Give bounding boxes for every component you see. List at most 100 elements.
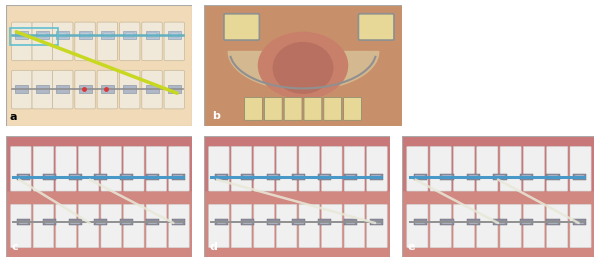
FancyBboxPatch shape bbox=[169, 146, 189, 191]
FancyBboxPatch shape bbox=[11, 70, 32, 109]
Bar bbox=[96, 176, 106, 179]
Bar bbox=[268, 221, 278, 224]
Bar bbox=[17, 33, 26, 37]
Bar bbox=[38, 33, 47, 37]
Bar bbox=[266, 174, 280, 180]
FancyBboxPatch shape bbox=[79, 204, 99, 248]
FancyBboxPatch shape bbox=[231, 204, 251, 248]
Text: a: a bbox=[10, 112, 17, 122]
FancyBboxPatch shape bbox=[322, 204, 342, 248]
Bar bbox=[146, 85, 158, 93]
Bar bbox=[172, 174, 185, 180]
Bar bbox=[442, 176, 452, 179]
Bar bbox=[120, 219, 133, 225]
FancyBboxPatch shape bbox=[454, 146, 475, 191]
FancyBboxPatch shape bbox=[523, 146, 544, 191]
Bar bbox=[6, 136, 192, 190]
Bar bbox=[19, 221, 28, 224]
FancyBboxPatch shape bbox=[56, 146, 76, 191]
Ellipse shape bbox=[274, 43, 332, 93]
FancyBboxPatch shape bbox=[299, 204, 319, 248]
Bar bbox=[16, 31, 28, 39]
Text: e: e bbox=[408, 242, 415, 252]
Bar bbox=[17, 174, 30, 180]
FancyBboxPatch shape bbox=[53, 22, 73, 61]
FancyBboxPatch shape bbox=[164, 22, 185, 61]
FancyBboxPatch shape bbox=[254, 204, 274, 248]
FancyBboxPatch shape bbox=[32, 70, 53, 109]
Bar bbox=[79, 31, 92, 39]
Bar bbox=[292, 174, 305, 180]
FancyBboxPatch shape bbox=[11, 204, 31, 248]
FancyBboxPatch shape bbox=[277, 146, 297, 191]
Text: d: d bbox=[209, 242, 217, 252]
FancyBboxPatch shape bbox=[124, 146, 144, 191]
Bar bbox=[172, 219, 185, 225]
FancyBboxPatch shape bbox=[277, 204, 297, 248]
FancyBboxPatch shape bbox=[322, 146, 342, 191]
Bar bbox=[94, 174, 107, 180]
Bar bbox=[548, 176, 558, 179]
Bar bbox=[344, 219, 357, 225]
FancyBboxPatch shape bbox=[146, 204, 167, 248]
Bar bbox=[80, 33, 90, 37]
FancyBboxPatch shape bbox=[11, 146, 31, 191]
Bar bbox=[217, 221, 226, 224]
Bar bbox=[573, 174, 586, 180]
FancyBboxPatch shape bbox=[231, 146, 251, 191]
Bar bbox=[101, 31, 114, 39]
FancyBboxPatch shape bbox=[547, 204, 568, 248]
FancyBboxPatch shape bbox=[454, 204, 475, 248]
FancyBboxPatch shape bbox=[477, 146, 498, 191]
Bar bbox=[146, 31, 158, 39]
Bar bbox=[217, 176, 226, 179]
FancyBboxPatch shape bbox=[547, 146, 568, 191]
Bar bbox=[521, 176, 531, 179]
Bar bbox=[94, 219, 107, 225]
Bar bbox=[575, 176, 584, 179]
Bar bbox=[45, 176, 54, 179]
Bar bbox=[16, 85, 28, 93]
Bar bbox=[120, 174, 133, 180]
Bar bbox=[168, 31, 181, 39]
Bar bbox=[440, 174, 454, 180]
FancyBboxPatch shape bbox=[344, 97, 361, 120]
Bar bbox=[125, 33, 134, 37]
Bar bbox=[575, 221, 584, 224]
Bar bbox=[469, 176, 478, 179]
Bar bbox=[70, 176, 80, 179]
Bar bbox=[96, 221, 106, 224]
FancyBboxPatch shape bbox=[164, 70, 185, 109]
FancyBboxPatch shape bbox=[358, 14, 394, 40]
Bar bbox=[370, 219, 383, 225]
Bar bbox=[318, 219, 331, 225]
Bar bbox=[68, 174, 82, 180]
Bar bbox=[122, 221, 131, 224]
Bar bbox=[495, 221, 505, 224]
Bar bbox=[493, 219, 506, 225]
Bar bbox=[266, 219, 280, 225]
FancyBboxPatch shape bbox=[124, 204, 144, 248]
Bar bbox=[68, 219, 82, 225]
FancyBboxPatch shape bbox=[101, 204, 121, 248]
FancyBboxPatch shape bbox=[119, 70, 140, 109]
Bar bbox=[56, 85, 69, 93]
FancyBboxPatch shape bbox=[33, 204, 53, 248]
Bar bbox=[415, 176, 425, 179]
FancyBboxPatch shape bbox=[304, 97, 322, 120]
FancyBboxPatch shape bbox=[407, 204, 428, 248]
Bar bbox=[19, 176, 28, 179]
FancyBboxPatch shape bbox=[224, 14, 259, 40]
FancyBboxPatch shape bbox=[209, 146, 229, 191]
Bar bbox=[123, 31, 136, 39]
Bar bbox=[79, 85, 92, 93]
Bar bbox=[215, 219, 228, 225]
Bar bbox=[415, 221, 425, 224]
Bar bbox=[442, 221, 452, 224]
Bar bbox=[346, 221, 355, 224]
FancyBboxPatch shape bbox=[142, 70, 162, 109]
Bar bbox=[548, 221, 558, 224]
Bar bbox=[36, 85, 49, 93]
FancyBboxPatch shape bbox=[570, 204, 591, 248]
Bar bbox=[440, 219, 454, 225]
